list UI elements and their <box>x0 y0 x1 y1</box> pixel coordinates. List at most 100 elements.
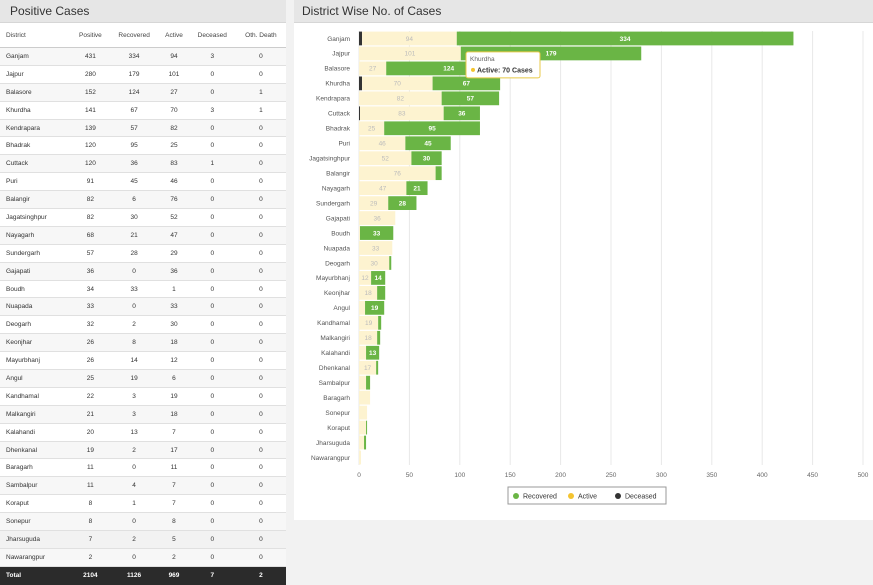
table-row: Koraput 8 1 7 0 0 <box>0 494 286 514</box>
table-total-row: Total 2104 1126 969 7 2 <box>0 566 286 585</box>
table-cell: Sundergarh <box>0 244 72 263</box>
table-row: Baragarh 11 0 11 0 0 <box>0 458 286 478</box>
table-cell: 0 <box>235 423 286 442</box>
table-cell: 33 <box>159 297 189 317</box>
table-cell: 0 <box>235 494 286 514</box>
table-cell: 34 <box>71 280 109 299</box>
table-cell: 0 <box>235 387 286 406</box>
table-cell: 13 <box>109 423 160 442</box>
table-cell: 0 <box>235 333 286 353</box>
column-header: Active <box>159 23 189 48</box>
table-cell: 70 <box>159 101 189 120</box>
table-cell: 0 <box>109 297 160 317</box>
table-row: Khurdha 141 67 70 3 1 <box>0 101 286 120</box>
bar-active <box>359 61 387 76</box>
table-cell: 82 <box>71 190 109 210</box>
recovered-data-label: 334 <box>620 36 631 43</box>
category-label: Sonepur <box>325 410 350 417</box>
table-row: Puri 91 45 46 0 0 <box>0 172 286 192</box>
column-header: Recovered <box>109 23 160 48</box>
table-cell: 32 <box>71 315 109 335</box>
table-cell: Balasore <box>0 83 72 102</box>
table-cell: 76 <box>159 190 189 210</box>
table-cell: 11 <box>159 458 189 478</box>
positive-cases-panel: Positive Cases District Positive Recovered… <box>0 0 286 585</box>
table-cell: 0 <box>188 65 236 84</box>
district-chart-panel: District Wise No. of Cases 0 50 100 150 200 2… <box>294 0 873 520</box>
bar-recovered <box>443 106 480 121</box>
table-header-row: District Positive Recovered Active Deceased O… <box>0 23 286 48</box>
table-cell: 57 <box>109 119 160 138</box>
table-row: Jagatsinghpur 82 30 52 0 0 <box>0 208 286 227</box>
bar-recovered <box>366 375 371 390</box>
bar-recovered <box>378 315 382 330</box>
bar-active <box>359 450 362 465</box>
table-cell: 280 <box>71 65 109 84</box>
bar-recovered <box>377 286 386 300</box>
table-cell: 57 <box>71 244 109 263</box>
table-cell: Ganjam <box>0 47 72 66</box>
legend-label: Deceased <box>625 494 657 501</box>
table-body: Ganjam 431 334 94 3 0 Jajpur 280 179 101 0 0 Balasor… <box>0 47 286 567</box>
x-tick-label: 200 <box>555 472 566 479</box>
bar-recovered <box>384 121 480 136</box>
active-data-label: 82 <box>397 96 405 103</box>
bar-recovered <box>360 226 394 240</box>
tooltip-box <box>465 51 541 79</box>
column-header: Positive <box>71 23 109 48</box>
column-header: District <box>0 23 72 48</box>
bar-active <box>359 360 377 375</box>
bar-active <box>359 46 461 61</box>
total-cell: Total <box>0 566 72 585</box>
active-data-label: 94 <box>406 36 414 43</box>
bar-deceased <box>359 76 363 91</box>
bar-recovered <box>435 166 442 181</box>
table-cell: 52 <box>159 208 189 227</box>
table-cell: 0 <box>235 244 286 263</box>
recovered-data-label: 95 <box>428 126 436 133</box>
table-row: Kalahandi 20 13 7 0 0 <box>0 423 286 442</box>
bar-recovered <box>364 435 367 450</box>
table-cell: Keonjhar <box>0 333 72 353</box>
bar-active <box>359 166 436 181</box>
table-row: Dhenkanal 19 2 17 0 0 <box>0 441 286 460</box>
table-cell: 7 <box>159 476 189 496</box>
table-cell: 0 <box>188 441 236 460</box>
x-tick-label: 0 <box>357 472 361 479</box>
bar-deceased <box>359 106 361 121</box>
table-cell: 4 <box>109 476 160 496</box>
x-tick-label: 400 <box>757 472 768 479</box>
table-cell: Nawarangpur <box>0 548 72 567</box>
recovered-data-label: 30 <box>423 156 431 163</box>
bar-active <box>362 31 457 46</box>
bar-active <box>359 196 389 210</box>
table-cell: 29 <box>159 244 189 263</box>
table-cell: 0 <box>109 262 160 281</box>
table-cell: 120 <box>71 136 109 156</box>
active-data-label: 70 <box>394 81 402 88</box>
category-label: Baragarh <box>323 395 350 402</box>
table-cell: 101 <box>159 65 189 84</box>
cases-table: District Positive Recovered Active Deceased O… <box>0 23 286 585</box>
bar-recovered <box>377 330 381 345</box>
bar-recovered <box>371 271 386 285</box>
bar-recovered <box>456 31 794 46</box>
table-cell: Deogarh <box>0 315 72 335</box>
table-cell: Balangir <box>0 190 72 210</box>
tooltip-value: Active: 70 Cases <box>477 67 533 74</box>
table-cell: 0 <box>188 226 236 245</box>
category-label: Balasore <box>324 66 350 73</box>
bar-active <box>359 181 407 196</box>
category-label: Nawarangpur <box>311 455 351 462</box>
table-cell: 334 <box>109 47 160 66</box>
table-cell: 0 <box>188 512 236 532</box>
category-label: Ganjam <box>327 36 350 43</box>
table-cell: 1 <box>235 83 286 102</box>
table-cell: 0 <box>188 494 236 514</box>
table-cell: 8 <box>109 333 160 353</box>
table-cell: Dhenkanal <box>0 441 72 460</box>
table-cell: 47 <box>159 226 189 245</box>
active-data-label: 25 <box>368 126 376 133</box>
table-cell: 0 <box>188 83 236 102</box>
table-cell: 0 <box>235 154 286 174</box>
